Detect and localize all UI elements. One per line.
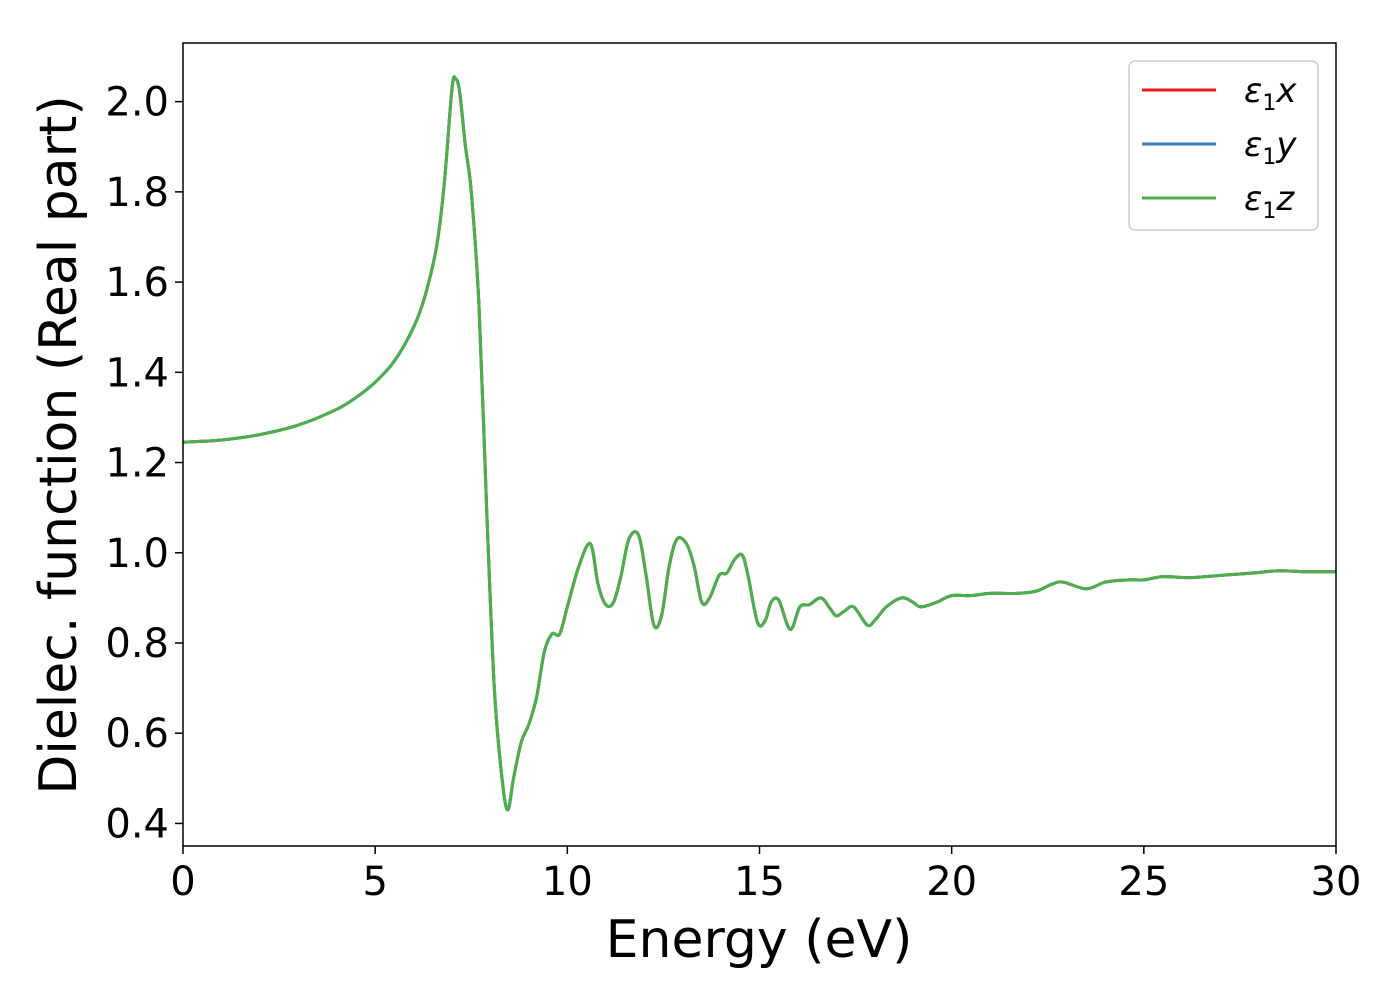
- y-tick-label: 1.0: [105, 531, 169, 577]
- y-tick-label: 1.4: [105, 350, 169, 396]
- y-axis-label: Dielec. function (Real part): [29, 95, 89, 794]
- x-tick-label: 0: [170, 859, 195, 905]
- legend-label-1: ε1x: [1244, 71, 1297, 116]
- x-axis-label: Energy (eV): [606, 910, 913, 970]
- series-line-3: [183, 75, 1336, 812]
- y-axis: 0.4 0.6 0.8 1.0 1.2 1.4 1.6 1.8 2.0: [105, 80, 183, 847]
- x-tick-label: 15: [734, 859, 785, 905]
- x-tick-label: 5: [362, 859, 387, 905]
- x-axis: 0 5 10 15 20 25 30: [170, 846, 1361, 905]
- y-tick-label: 0.8: [105, 621, 169, 667]
- y-tick-label: 0.4: [105, 801, 169, 847]
- y-tick-label: 2.0: [105, 80, 169, 126]
- y-tick-label: 1.6: [105, 260, 169, 306]
- legend-label-2: ε1y: [1244, 125, 1297, 170]
- x-tick-label: 10: [542, 859, 593, 905]
- legend-label-3: ε1z: [1244, 179, 1295, 224]
- x-tick-label: 20: [926, 859, 977, 905]
- y-tick-label: 1.2: [105, 441, 169, 487]
- y-tick-label: 0.6: [105, 711, 169, 757]
- y-tick-label: 1.8: [105, 170, 169, 216]
- series-layer: [183, 75, 1336, 812]
- x-tick-label: 25: [1118, 859, 1169, 905]
- legend: ε1x ε1y ε1z: [1128, 60, 1319, 231]
- x-tick-label: 30: [1311, 859, 1362, 905]
- legend-frame: [1128, 60, 1319, 231]
